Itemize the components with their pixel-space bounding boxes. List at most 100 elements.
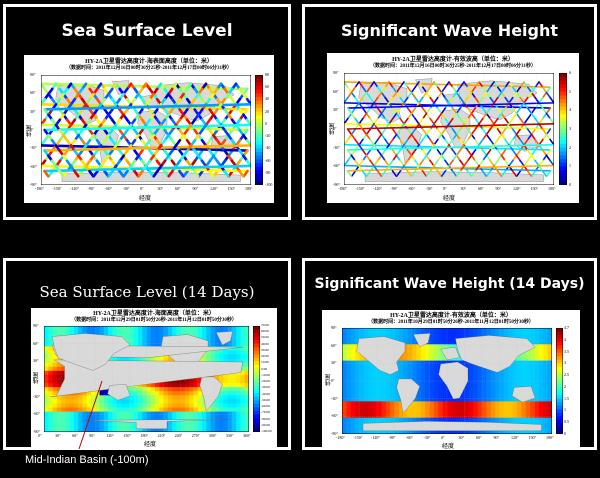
tick-label: 30°: [331, 360, 337, 366]
tick-label: -60°: [105, 186, 112, 191]
tick-label: 1.5: [564, 395, 569, 401]
tick-label: -60.00: [261, 404, 271, 409]
tick-label: -90°: [30, 182, 37, 187]
tick-label: -90.00: [261, 422, 271, 427]
tick-label: -90°: [33, 429, 40, 434]
tick-label: 180°: [245, 186, 253, 191]
colorbar: [556, 328, 563, 434]
tick-label: 0°: [140, 186, 144, 191]
tick-label: 270°: [191, 433, 200, 438]
panel-title: Significant Wave Height: [340, 21, 559, 40]
tick-label: 10.00: [261, 360, 269, 365]
tick-label: -150°: [52, 186, 62, 191]
y-axis-label: 纬度: [330, 123, 336, 135]
tick-label: 60°: [30, 90, 36, 96]
y-axis-label: 纬度: [27, 125, 33, 137]
figure-time: （数据时间：2011年12月16日00时36分25秒-2011年12月17日00…: [65, 66, 233, 71]
tick-label: 30°: [33, 358, 39, 364]
tick-label: -40: [265, 145, 271, 151]
x-axis-label: 经度: [144, 442, 157, 448]
tick-label: -30°: [122, 186, 130, 191]
tick-label: -90°: [390, 186, 398, 191]
tick-label: 2: [569, 144, 571, 150]
annotation-label: Mid-Indian Basin (-100m): [25, 454, 149, 466]
tick-label: 180°: [548, 186, 556, 191]
tick-label: 0°: [33, 376, 37, 381]
tick-label: -20.00: [261, 379, 271, 384]
tick-label: -90°: [87, 186, 95, 191]
tick-label: 30°: [157, 186, 164, 191]
tick-label: -180°: [35, 186, 44, 191]
tick-label: 90°: [333, 70, 339, 75]
tick-label: 180°: [140, 433, 149, 438]
panel-sea-surface-level-14-days: Sea Surface Level (14 Days) HY-2A卫星雷达高度计…: [3, 258, 291, 450]
significant-wave-height-map: [344, 73, 554, 185]
tick-label: 80: [265, 72, 269, 77]
y-axis-label: 纬度: [326, 374, 332, 386]
tick-label: 4.7: [564, 325, 569, 330]
tick-label: 30°: [458, 435, 465, 440]
tick-label: -120°: [70, 186, 79, 191]
tick-label: 30°: [30, 108, 36, 114]
panel-sea-surface-level: Sea Surface Level HY-2A卫星雷达高度计-海表面高度（单位：…: [3, 4, 291, 220]
tick-label: -60°: [331, 413, 338, 419]
tick-label: -90°: [333, 182, 340, 187]
tick-label: 1: [564, 407, 566, 413]
tick-label: 2: [564, 383, 566, 389]
tick-label: 90°: [192, 186, 199, 191]
tick-label: 330°: [225, 433, 234, 438]
tick-label: -60°: [333, 163, 340, 169]
tick-label: 150°: [530, 186, 539, 191]
tick-label: 360°: [243, 433, 251, 438]
figure-time: （数据时间：2011年12月29日01时50分26秒-2011年11月12日01…: [71, 318, 237, 323]
tick-label: -100: [265, 182, 273, 187]
figure-time: （数据时间：2011年12月16日00时36分25秒-2011年12月17日00…: [369, 64, 537, 69]
tick-label: -20: [265, 133, 271, 139]
tick-label: -100.00: [261, 429, 272, 433]
tick-label: 0°: [441, 435, 445, 440]
significant-wave-height-14-days-map: [342, 328, 552, 434]
sea-surface-level-map: [41, 75, 251, 185]
tick-label: 0°: [333, 126, 337, 131]
tick-label: 4: [569, 107, 571, 113]
tick-label: 30°: [460, 186, 467, 191]
tick-label: 0°: [38, 433, 42, 438]
tick-label: 70.00: [261, 323, 269, 327]
colorbar: [253, 326, 260, 432]
tick-label: 240°: [174, 433, 183, 438]
figure: HY-2A卫星雷达高度计-有效波高（单位：米） （数据时间：2011年12月16…: [327, 53, 579, 203]
panel-significant-wave-height-14-days: Significant Wave Height (14 Days) HY-2A卫…: [302, 258, 597, 450]
figure: HY-2A卫星雷达高度计-海表面高度（单位：米） （数据时间：2011年12月1…: [24, 55, 274, 203]
tick-label: 4: [564, 336, 566, 342]
tick-label: -60: [265, 157, 271, 163]
tick-label: -60°: [408, 186, 415, 191]
panel-title: Sea Surface Level: [61, 21, 233, 41]
tick-label: -60°: [406, 435, 413, 440]
tick-label: -60°: [33, 411, 40, 417]
tick-label: 90°: [493, 435, 500, 440]
tick-label: 1: [569, 163, 571, 169]
panel-title: Significant Wave Height (14 Days): [314, 276, 585, 292]
tick-label: 20.00: [261, 354, 269, 359]
tick-label: -150°: [355, 186, 365, 191]
tick-label: -80.00: [261, 416, 271, 421]
tick-label: -30°: [33, 393, 40, 399]
tick-label: 90°: [495, 186, 502, 191]
tick-label: -120°: [371, 435, 380, 440]
panel-title: Sea Surface Level (14 Days): [39, 283, 255, 301]
figure: HY-2A卫星雷达高度计-有效波高（单位：米） （数据时间：2011年10月29…: [322, 310, 580, 450]
tick-label: 150°: [227, 186, 236, 191]
tick-label: -50.00: [261, 397, 271, 402]
tick-label: 0.5: [564, 419, 569, 425]
tick-label: 180°: [546, 435, 554, 440]
figure-title: HY-2A卫星雷达高度计-海表面高度（单位：米）: [85, 59, 213, 65]
tick-label: -10.00: [261, 372, 271, 377]
tick-label: -150°: [353, 435, 363, 440]
tick-label: 30.00: [261, 347, 269, 352]
tick-label: 120°: [210, 186, 218, 191]
annotation-arrow: [78, 380, 103, 450]
tick-label: 60°: [175, 186, 181, 191]
tick-label: 120°: [511, 435, 519, 440]
tick-label: 0°: [331, 378, 335, 383]
x-axis-label: 经度: [443, 196, 456, 202]
